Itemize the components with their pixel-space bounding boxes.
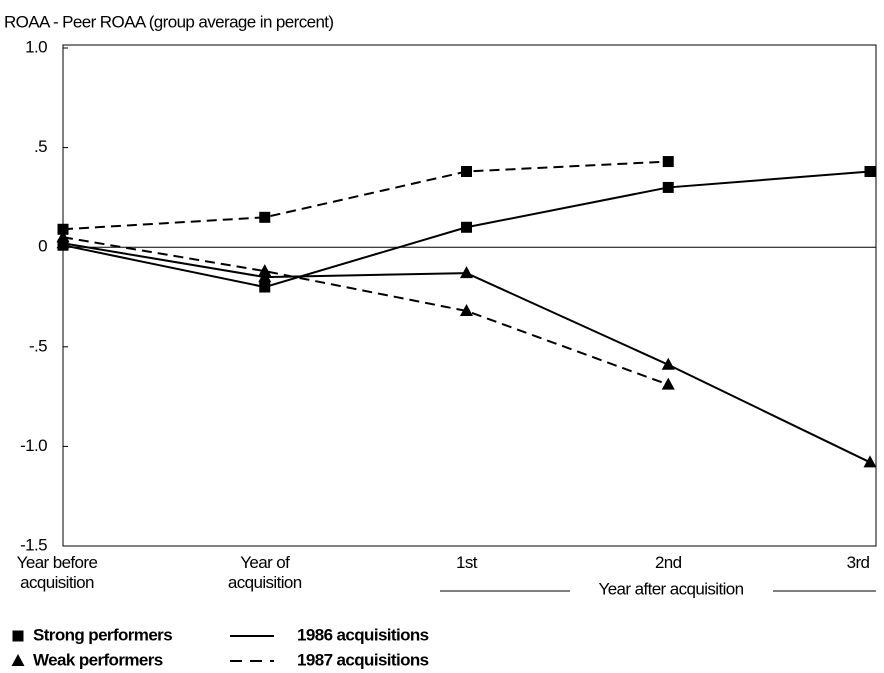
legend-label: 1987 acquisitions	[297, 650, 429, 669]
triangle-marker	[56, 230, 70, 243]
series-line	[62, 160, 669, 231]
square-marker	[259, 281, 271, 293]
plot-frame	[62, 44, 877, 547]
square-marker	[259, 211, 271, 223]
triangle-marker	[661, 377, 675, 390]
legend-label: Strong performers	[33, 625, 172, 644]
legend-label: 1986 acquisitions	[297, 625, 429, 644]
y-axis-title: ROAA - Peer ROAA (group average in perce…	[4, 12, 333, 31]
triangle-marker	[661, 357, 675, 370]
legend-swatch	[12, 630, 24, 642]
legend-swatch	[11, 654, 25, 666]
x-tick-label: 2nd	[654, 553, 682, 572]
y-tick-label: 0	[38, 237, 47, 256]
triangle-marker	[460, 266, 473, 279]
square-marker	[461, 166, 472, 178]
square-marker	[57, 223, 69, 235]
category-group-label: Year after acquisition	[599, 579, 744, 598]
x-tick-label: 1st	[456, 553, 477, 572]
triangle-marker	[258, 264, 272, 277]
triangle-marker	[460, 303, 473, 316]
y-tick-label: -.5	[29, 336, 47, 355]
legend-label: Weak performers	[33, 650, 163, 669]
series-line	[62, 236, 669, 386]
x-tick-label: 3rd	[846, 553, 870, 572]
y-tick-label: -1.5	[20, 535, 47, 554]
square-marker	[461, 221, 472, 233]
x-tick-label: Year of acquisition	[227, 553, 302, 592]
y-tick-label: -1.0	[20, 436, 47, 455]
triangle-marker	[863, 455, 877, 468]
square-marker	[662, 156, 674, 168]
square-marker	[662, 181, 674, 193]
y-tick-label: 1.0	[25, 37, 47, 56]
y-tick-label: .5	[34, 137, 47, 156]
square-marker	[864, 166, 876, 178]
x-tick-label: Year before acquisition	[16, 553, 98, 592]
